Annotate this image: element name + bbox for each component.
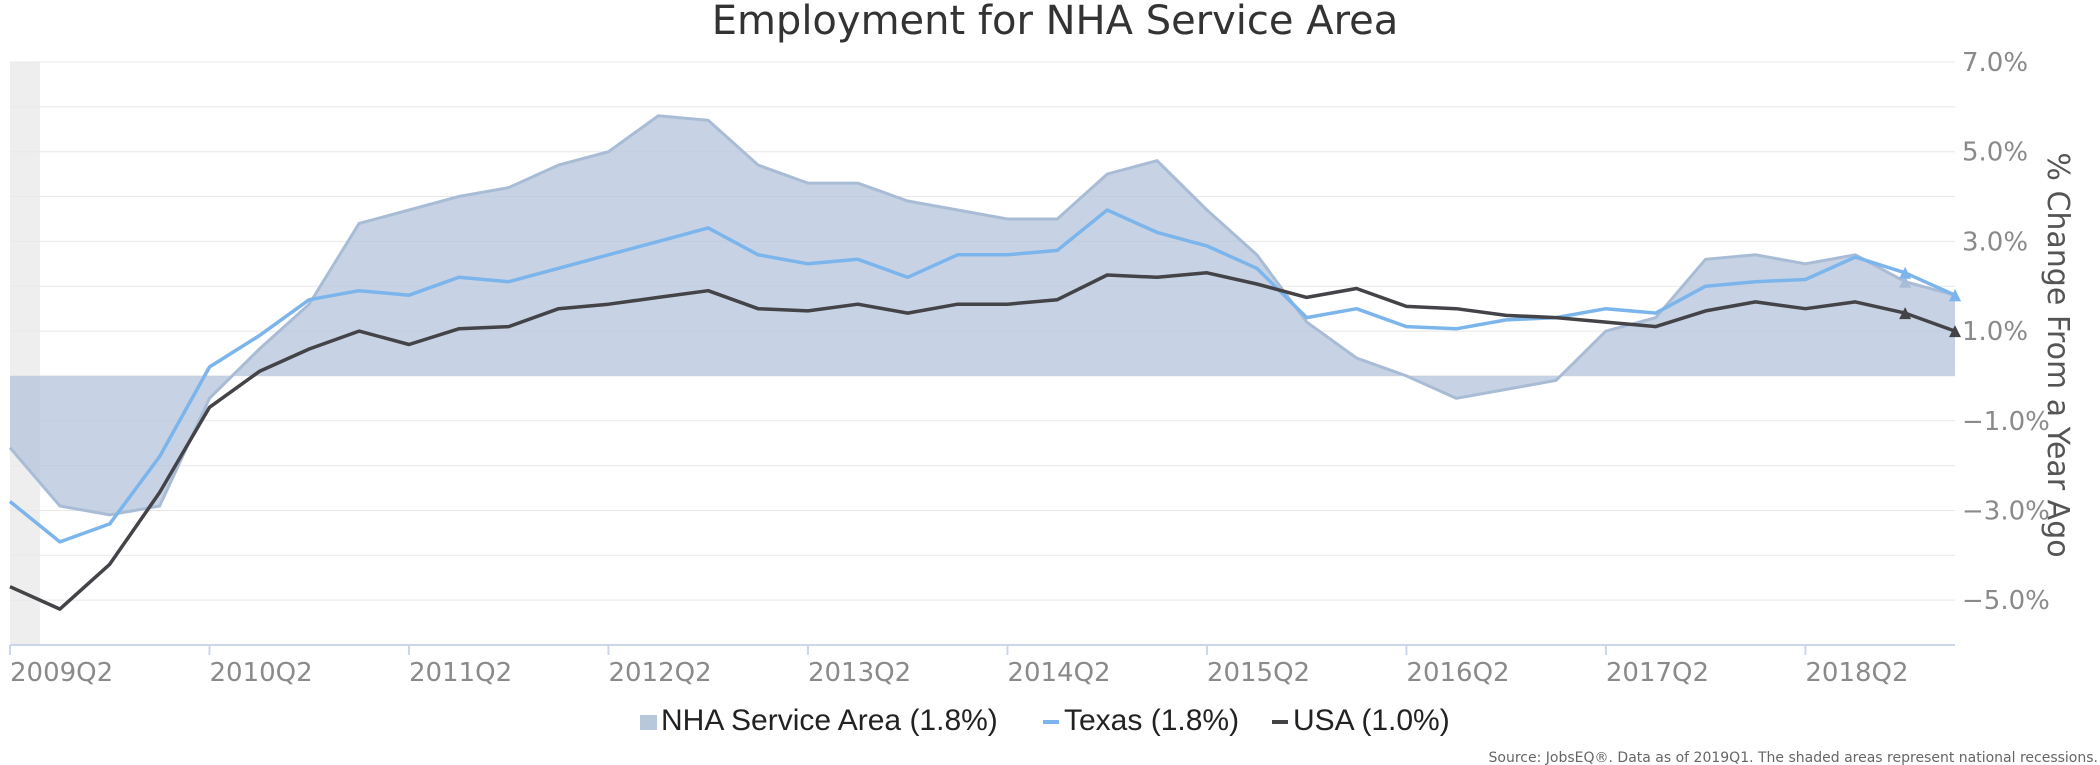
x-tick-label: 2011Q2 (409, 658, 512, 688)
y-tick-label: 1.0% (1962, 317, 2028, 347)
x-tick-label: 2009Q2 (10, 658, 113, 688)
legend-label: USA (1.0%) (1293, 704, 1450, 737)
x-tick-label: 2013Q2 (808, 658, 911, 688)
legend-label: Texas (1.8%) (1064, 704, 1239, 737)
chart-title: Employment for NHA Service Area (712, 0, 1399, 44)
line-series (8, 208, 1961, 611)
y-tick-label: −1.0% (1962, 407, 2050, 437)
y-axis: 7.0% 5.0% 3.0% 1.0% −1.0% −3.0% −5.0% (1962, 48, 2050, 616)
legend-swatch-nha (640, 715, 657, 730)
x-tick-label: 2018Q2 (1805, 658, 1908, 688)
series-marker (1899, 266, 1912, 279)
legend-label: NHA Service Area (1.8%) (661, 704, 998, 737)
y-tick-label: −5.0% (1962, 586, 2050, 616)
series-marker (1949, 289, 1961, 302)
x-tick-label: 2015Q2 (1207, 658, 1310, 688)
line-usa (9, 271, 1956, 611)
legend: NHA Service Area (1.8%) Texas (1.8%) USA (… (640, 704, 1450, 737)
area-series (8, 114, 1956, 517)
series-marker (1899, 307, 1912, 320)
series-marker (1899, 275, 1912, 288)
x-tick-label: 2017Q2 (1606, 658, 1709, 688)
source-note: Source: JobsEQ®. Data as of 2019Q1. The … (1489, 750, 2098, 765)
recession-shading (10, 62, 40, 645)
x-tick-label: 2012Q2 (608, 658, 711, 688)
x-tick-label: 2010Q2 (209, 658, 312, 688)
x-tick-label: 2016Q2 (1406, 658, 1509, 688)
x-axis: 2009Q2 2010Q2 2011Q2 2012Q2 2013Q2 2014Q2 2015… (9, 644, 1955, 688)
grid (10, 61, 1955, 646)
x-tick-label: 2014Q2 (1007, 658, 1110, 688)
y-tick-label: −3.0% (1962, 496, 2050, 526)
recession-band (10, 62, 40, 645)
line-texas (8, 208, 1956, 544)
y-axis-title: % Change From a Year Ago (2040, 152, 2075, 557)
y-tick-label: 5.0% (1962, 138, 2028, 168)
y-tick-label: 7.0% (1962, 48, 2028, 78)
y-tick-label: 3.0% (1962, 227, 2028, 257)
series-marker (1949, 325, 1961, 338)
area-nha-service-area (10, 115, 1955, 515)
